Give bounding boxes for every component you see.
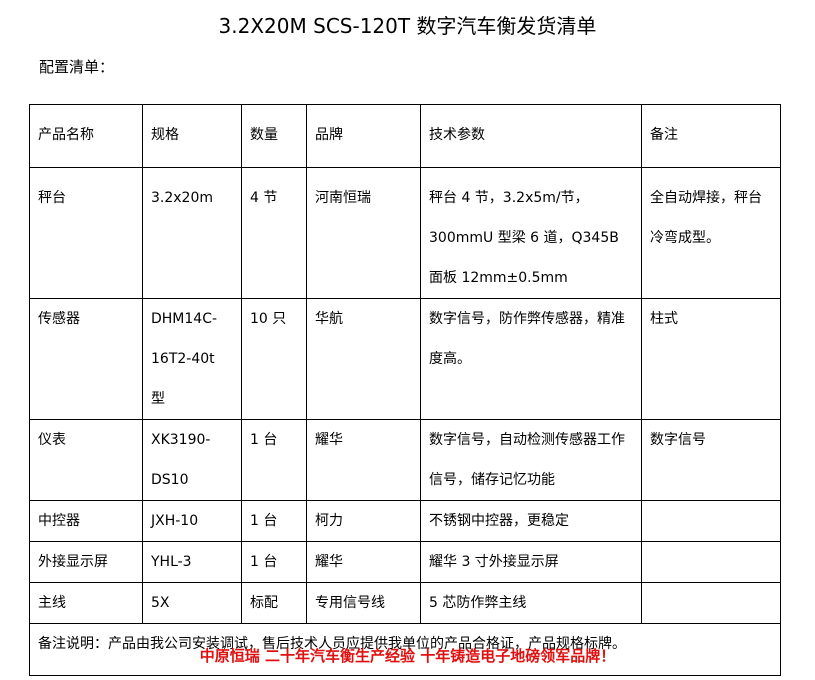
header-cell: 品牌	[306, 104, 421, 168]
cell: YHL-3	[142, 541, 242, 583]
cell: 数字信号，自动检测传感器工作信号，储存记忆功能	[420, 419, 642, 501]
table-row: 中控器 JXH-10 1 台柯力 不锈钢中控器，更稳定	[29, 500, 781, 542]
cell: JXH-10	[142, 500, 242, 542]
cell: 华航	[306, 298, 421, 420]
cell: 柯力	[306, 500, 421, 542]
cell: 耀华	[306, 419, 421, 501]
cell: 专用信号线	[306, 582, 421, 624]
cell: 不锈钢中控器，更稳定	[420, 500, 642, 542]
table-row: 外接显示屏 YHL-3 1 台耀华 耀华 3 寸外接显示屏	[29, 541, 781, 583]
note-text: 备注说明：产品由我公司安装调试，售后技术人员应提供我单位的产品合格证，产品规格标…	[29, 623, 781, 676]
header-cell: 技术参数	[420, 104, 642, 168]
cell: 1 台	[241, 541, 307, 583]
cell: 数字信号	[641, 419, 781, 501]
table-header: 产品名称 规格 数量 品牌 技术参数 备注	[29, 104, 781, 168]
footer-slogan: 中原恒瑞 二十年汽车衡生产经验 十年铸造电子地磅领军品牌！	[199, 647, 616, 665]
cell: 耀华 3 寸外接显示屏	[420, 541, 642, 583]
cell: 1 台	[241, 500, 307, 542]
cell: 全自动焊接，秤台冷弯成型。	[641, 167, 781, 299]
cell	[641, 541, 781, 583]
cell: 河南恒瑞	[306, 167, 421, 299]
cell: 标配	[241, 582, 307, 624]
table-row: 主线 5X 标配 专用信号线 5 芯防作弊主线	[29, 582, 781, 624]
cell: 仪表	[29, 419, 143, 501]
cell: 5 芯防作弊主线	[420, 582, 642, 624]
table-row: 仪表 XK3190-DS10 1 台耀华 数字信号，自动检测传感器工作信号，储存记忆功…	[29, 419, 781, 501]
header-cell: 备注	[641, 104, 781, 168]
note-row: 备注说明：产品由我公司安装调试，售后技术人员应提供我单位的产品合格证，产品规格标…	[29, 623, 781, 676]
header-cell: 产品名称	[29, 104, 143, 168]
cell	[641, 582, 781, 624]
cell: 外接显示屏	[29, 541, 143, 583]
cell: 主线	[29, 582, 143, 624]
cell	[641, 500, 781, 542]
cell: 4 节	[241, 167, 307, 299]
table-row: 传感器 DHM14C-16T2-40t 型 10 只华航 数字信号，防作弊传感器，精准…	[29, 298, 781, 420]
cell: 耀华	[306, 541, 421, 583]
config-table: 产品名称 规格 数量 品牌 技术参数 备注 秤台 3.2x20m 4 节河南恒瑞 秤台…	[29, 104, 781, 676]
section-label: 配置清单：	[39, 58, 115, 76]
header-cell: 规格	[142, 104, 242, 168]
cell: 秤台 4 节，3.2x5m/节，300mmU 型梁 6 道，Q345B 面板 1…	[420, 167, 642, 299]
cell: 3.2x20m	[142, 167, 242, 299]
cell: DHM14C-16T2-40t 型	[142, 298, 242, 420]
table-row: 秤台 3.2x20m 4 节河南恒瑞 秤台 4 节，3.2x5m/节，300mmU 型…	[29, 167, 781, 299]
cell: 1 台	[241, 419, 307, 501]
cell: 传感器	[29, 298, 143, 420]
cell: 数字信号，防作弊传感器，精准度高。	[420, 298, 642, 420]
cell: 柱式	[641, 298, 781, 420]
cell: 中控器	[29, 500, 143, 542]
cell: 5X	[142, 582, 242, 624]
cell: 秤台	[29, 167, 143, 299]
cell: XK3190-DS10	[142, 419, 242, 501]
cell: 10 只	[241, 298, 307, 420]
page-title: 3.2X20M SCS-120T 数字汽车衡发货清单	[218, 14, 597, 38]
header-cell: 数量	[241, 104, 307, 168]
